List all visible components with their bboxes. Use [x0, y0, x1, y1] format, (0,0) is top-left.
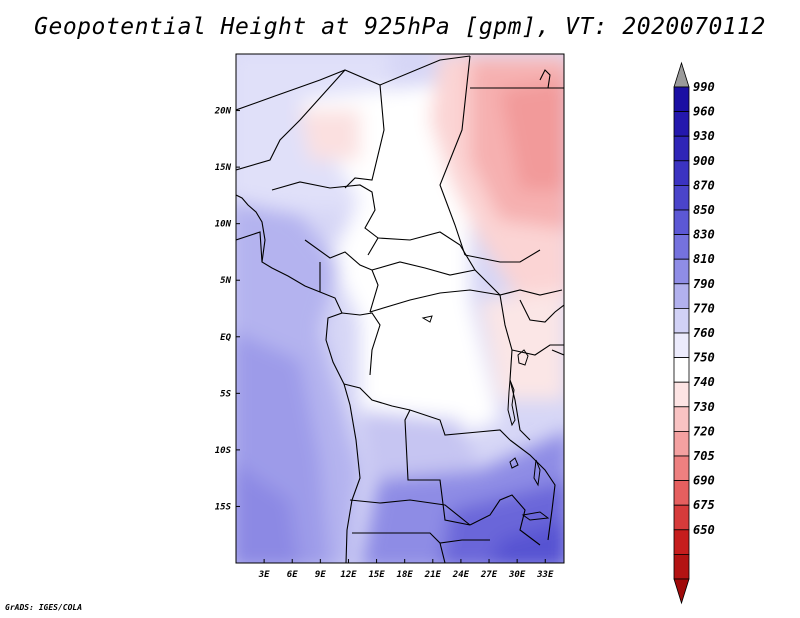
colorbar-swatch [673, 332, 690, 359]
x-tick-label: 24E [452, 570, 470, 580]
colorbar-label: 770 [693, 301, 715, 315]
x-tick-label: 21E [424, 570, 442, 580]
y-tick-label: 10S [215, 446, 232, 456]
colorbar-label: 730 [693, 400, 715, 414]
colorbar-label: 830 [693, 228, 715, 242]
colorbar-label: 930 [693, 129, 715, 143]
colorbar-label: 960 [693, 105, 715, 119]
colorbar-swatch [673, 554, 690, 580]
colorbar-swatch [673, 234, 690, 260]
colorbar-label: 990 [693, 80, 715, 94]
colorbar-swatch [673, 86, 690, 113]
x-tick-label: 12E [340, 570, 357, 580]
y-tick-label: 10N [215, 220, 232, 230]
x-axis: 3E 6E 9E 12E 15E 18E 21E 24E 27E 30E 33E [258, 559, 554, 580]
colorbar-label: 675 [693, 498, 715, 512]
lake-victoria-icon [517, 349, 529, 366]
colorbar-label: 690 [693, 474, 715, 488]
colorbar-swatch [673, 209, 690, 236]
lake-icon [509, 457, 519, 469]
colorbar-swatch [673, 529, 690, 555]
x-tick-label: 9E [315, 570, 326, 580]
lake-malawi-icon [533, 459, 541, 487]
y-tick-label: 15S [215, 502, 232, 512]
colorbar-swatch [673, 283, 690, 309]
y-tick-label: EQ [220, 333, 231, 343]
map-frame [235, 53, 565, 564]
colorbar-swatch [673, 480, 690, 506]
colorbar-swatch [673, 504, 690, 531]
y-tick-label: 5N [220, 276, 231, 286]
lake-tanganyika-icon [507, 379, 516, 427]
colorbar-swatch [673, 307, 690, 334]
y-tick-label: 15N [215, 163, 232, 173]
colorbar-label: 790 [693, 277, 715, 291]
x-tick-label: 33E [536, 570, 554, 580]
x-tick-label: 30E [508, 570, 526, 580]
map-panel [236, 54, 564, 563]
colorbar-swatch [673, 184, 690, 211]
y-tick-label: 5S [220, 389, 231, 399]
colorbar-swatch [673, 160, 690, 186]
x-tick-label: 15E [368, 570, 385, 580]
x-tick-label: 18E [397, 570, 414, 580]
colorbar-label: 760 [693, 326, 715, 340]
colorbar-label: 870 [693, 178, 715, 192]
colorbar-label: 750 [693, 351, 715, 365]
credit-label: GrADS: IGES/COLA [5, 603, 83, 612]
colorbar-label: 720 [693, 424, 715, 438]
colorbar-label: 705 [693, 449, 715, 463]
x-tick-label: 6E [287, 570, 298, 580]
colorbar-label: 810 [693, 252, 715, 266]
colorbar-swatch [673, 381, 690, 408]
colorbar-swatch [673, 455, 690, 482]
y-axis: 20N 15N 10N 5N EQ 5S 10S 15S [214, 107, 240, 512]
colorbar-label: 900 [693, 154, 715, 168]
colorbar-swatch [673, 406, 690, 432]
country-borders [236, 55, 564, 563]
colorbar-swatch [673, 430, 690, 457]
y-tick-label: 20N [214, 107, 232, 117]
x-tick-label: 3E [258, 570, 270, 580]
x-tick-label: 27E [480, 570, 498, 580]
colorbar-legend: 990 960 930 900 870 850 830 810 790 770 760 750 740 7… [673, 61, 715, 605]
colorbar-over-arrow [673, 61, 690, 88]
lake-kariba-icon [521, 511, 550, 521]
colorbar-swatch [673, 258, 690, 285]
colorbar-label: 850 [693, 203, 715, 217]
colorbar-label: 650 [693, 523, 715, 537]
colorbar-under-arrow [673, 578, 690, 605]
colorbar-swatch [673, 357, 690, 383]
height-field-shading [236, 54, 564, 563]
lake-icon [421, 315, 433, 323]
lake-outlines [421, 315, 550, 521]
colorbar-swatch [673, 111, 690, 137]
map-title: Geopotential Height at 925hPa [gpm], VT:… [34, 14, 766, 40]
colorbar-swatch [673, 135, 690, 162]
colorbar-label: 740 [693, 375, 715, 389]
